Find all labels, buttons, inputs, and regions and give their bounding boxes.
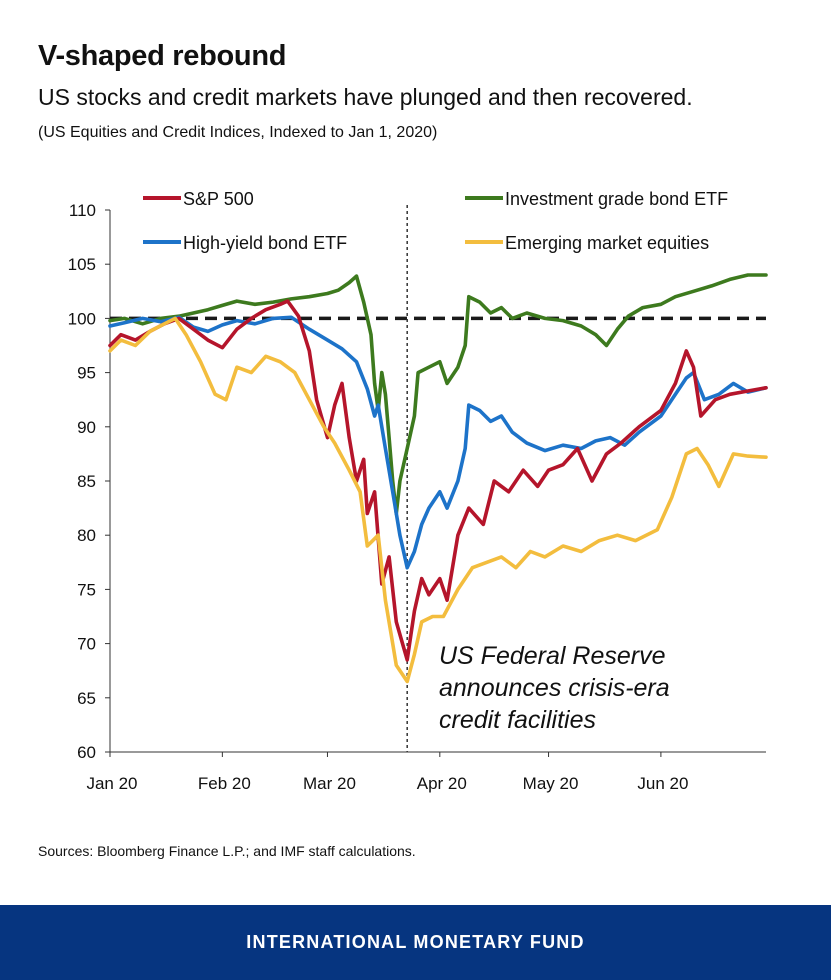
legend-label-investment-grade-bond-etf: Investment grade bond ETF [505,189,728,209]
line-chart: 110 105 100 95 90 85 80 75 70 65 60 Jan 20 Feb 20 Mar… [68,189,768,793]
y-tick-label: 85 [77,472,96,491]
x-tick-label: Feb 20 [198,774,251,793]
chart-legend: S&P 500 Investment grade bond ETF High-yie… [143,189,728,253]
series-line-emerging-market-equities [108,316,768,684]
chart-note: (US Equities and Credit Indices, Indexed… [38,124,438,141]
y-tick-label: 110 [69,201,96,220]
footer-banner: INTERNATIONAL MONETARY FUND [0,905,831,980]
series-line-investment-grade-bond-etf [108,273,768,516]
y-tick-label: 60 [77,743,96,762]
x-tick-label: Mar 20 [303,774,356,793]
x-tick-label: Jun 20 [637,774,688,793]
legend-label-emerging-market-equities: Emerging market equities [505,233,709,253]
x-tick-label: Apr 20 [417,774,467,793]
annotation-line: announces crisis-era [439,674,670,702]
x-tick-label: May 20 [523,774,579,793]
chart-title: V-shaped rebound [38,40,287,72]
annotation-line: US Federal Reserve [439,642,665,670]
annotation-line: credit facilities [439,706,596,734]
chart-series [108,205,768,752]
y-tick-label: 75 [77,580,96,599]
y-tick-label: 105 [68,255,96,274]
y-tick-label: 100 [68,309,96,328]
chart-annotation: US Federal Reserve announces crisis-era cr… [439,642,670,734]
x-tick-label: Jan 20 [86,774,137,793]
chart-subtitle: US stocks and credit markets have plunge… [38,84,693,110]
series-line-high-yield-bond-etf [108,315,768,570]
y-tick-label: 80 [77,526,96,545]
y-tick-label: 90 [77,418,96,437]
y-tick-label: 95 [77,364,96,383]
y-tick-label: 65 [77,689,96,708]
organization-name: INTERNATIONAL MONETARY FUND [246,932,585,952]
series-line-s-p-500 [108,299,768,662]
chart-axes: 110 105 100 95 90 85 80 75 70 65 60 Jan 20 Feb 20 Mar… [68,201,766,793]
source-note: Sources: Bloomberg Finance L.P.; and IMF… [38,843,416,859]
legend-label-high-yield-bond-etf: High-yield bond ETF [183,233,347,253]
y-tick-label: 70 [77,635,96,654]
legend-label-s-p-500: S&P 500 [183,189,254,209]
